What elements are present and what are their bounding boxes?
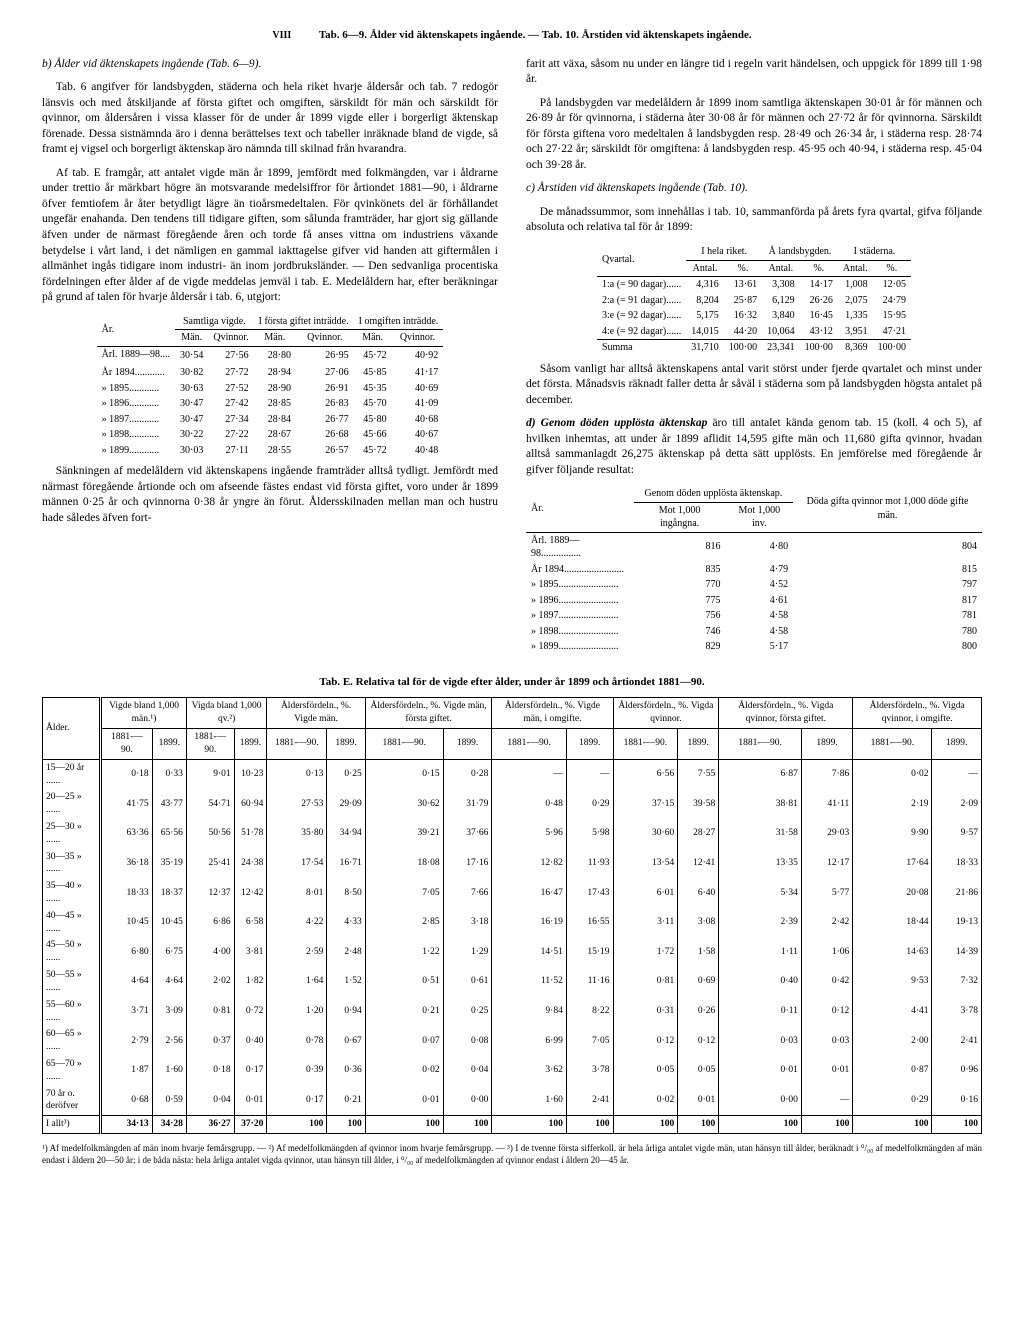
left-column: b) Ålder vid äktenskapets ingående (Tab.… <box>42 57 498 661</box>
table-doden: År.Genom döden upplösta äktenskap.Döda g… <box>526 486 982 655</box>
footnote: ¹) Af medelfolkmängden af män inom hvarj… <box>42 1142 982 1166</box>
right-p1: farit att växa, såsom nu under en längre… <box>526 57 982 88</box>
table-medelalder: År.Samtliga vigde.I första giftet inträd… <box>97 314 444 459</box>
left-p1: Tab. 6 angifver för landsbygden, städern… <box>42 80 498 158</box>
page-number: VIII <box>272 30 291 41</box>
table-e: Ålder.Vigde bland 1,000 män.¹)Vigda blan… <box>42 697 982 1134</box>
left-p2: Af tab. E framgår, att antalet vigde män… <box>42 166 498 306</box>
table-qvartal: Qvartal.I hela riket.Å landsbygden.I stä… <box>597 244 911 356</box>
two-column-layout: b) Ålder vid äktenskapets ingående (Tab.… <box>42 57 982 661</box>
section-d-head: d) Genom döden upplösta äktenskap äro ti… <box>526 416 982 478</box>
right-p4: Såsom vanligt har alltså äktenskapens an… <box>526 362 982 409</box>
left-p3: Sänkningen af medelåldern vid äktenskape… <box>42 464 498 526</box>
section-c-head: c) Årstiden vid äktenskapets ingående (T… <box>526 181 982 197</box>
section-b-head: b) Ålder vid äktenskapets ingående (Tab.… <box>42 57 498 73</box>
right-p3: De månadssummor, som innehållas i tab. 1… <box>526 205 982 236</box>
right-p2: På landsbygden var medelåldern år 1899 i… <box>526 96 982 174</box>
tab-e-title: Tab. E. Relativa tal för de vigde efter … <box>42 675 982 690</box>
page-header: VIII Tab. 6—9. Ålder vid äktenskapets in… <box>42 28 982 43</box>
header-title: Tab. 6—9. Ålder vid äktenskapets ingåend… <box>319 29 752 41</box>
right-column: farit att växa, såsom nu under en längre… <box>526 57 982 661</box>
